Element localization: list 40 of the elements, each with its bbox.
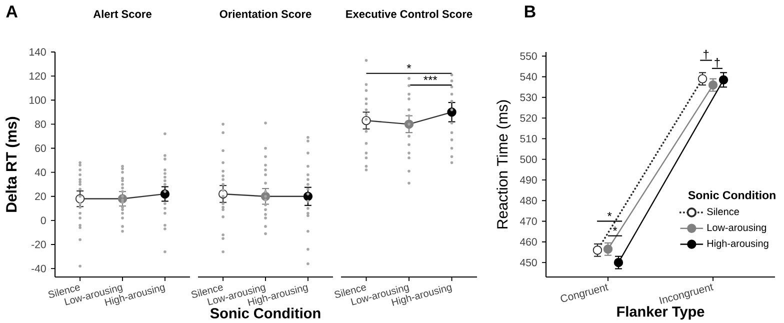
- y-tick-label: 0: [40, 216, 46, 224]
- y-tick-label: 460: [520, 238, 537, 246]
- y-tick-label: 470: [520, 218, 537, 225]
- y-tick-label: 500: [520, 156, 537, 164]
- y-tick-label: 100: [30, 96, 46, 104]
- annotation: *: [612, 226, 618, 231]
- y-tick-label: 80: [35, 120, 46, 128]
- y-tick-label: 40: [34, 168, 46, 176]
- annotation: †: [704, 50, 709, 60]
- y-tick-label: 480: [520, 196, 537, 204]
- legend-label: Low-arousing: [707, 224, 766, 234]
- x-axis-title: Flanker Type: [617, 306, 704, 320]
- annotation: *: [607, 212, 612, 216]
- legend-label: High-arousing: [707, 240, 768, 249]
- y-tick-label: 510: [520, 134, 537, 142]
- text: B: [524, 6, 536, 18]
- annotation: †: [714, 58, 720, 68]
- y-tick-label: 450: [520, 258, 537, 266]
- y-axis-title: Delta RT (ms): [6, 116, 20, 212]
- y-tick-label: 550: [520, 52, 537, 60]
- y-axis-title: Reaction Time (ms): [496, 100, 511, 228]
- legend-title: Sonic Condition: [688, 190, 776, 200]
- y-tick-label: 520: [520, 114, 537, 122]
- y-tick-label: -20: [32, 240, 46, 248]
- y-tick-label: 490: [520, 176, 537, 184]
- annotation: *: [406, 64, 412, 68]
- y-tick-label: 540: [520, 73, 537, 80]
- annotation: ***: [424, 76, 438, 80]
- y-tick-label: 140: [30, 48, 46, 56]
- chart-title: Executive Control Score: [346, 10, 472, 18]
- y-tick-label: -40: [32, 264, 46, 272]
- y-tick-label: 20: [35, 192, 46, 200]
- y-tick-label: 60: [35, 144, 46, 152]
- text: A: [6, 6, 18, 18]
- x-axis-title: Sonic Condition: [210, 308, 320, 318]
- legend-label: Silence: [707, 208, 739, 216]
- y-tick-label: 530: [520, 94, 537, 102]
- chart-title: Alert Score: [93, 10, 152, 18]
- chart-title: Orientation Score: [220, 10, 312, 18]
- y-tick-label: 120: [30, 72, 46, 80]
